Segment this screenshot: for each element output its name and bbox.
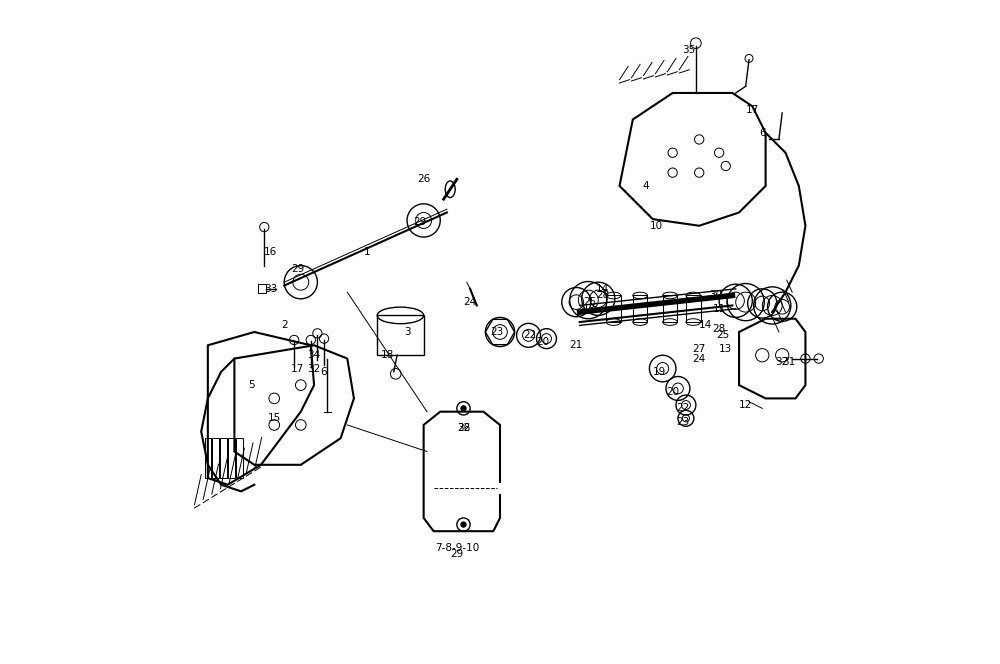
Text: 24: 24 [463, 297, 477, 307]
Text: 16: 16 [264, 247, 278, 258]
Circle shape [461, 522, 466, 527]
Text: 6: 6 [759, 127, 766, 138]
Text: 28: 28 [712, 323, 726, 334]
Text: 29: 29 [450, 549, 463, 560]
Text: 26: 26 [417, 174, 430, 185]
Text: 21: 21 [570, 340, 583, 351]
Text: 33: 33 [264, 284, 278, 294]
Text: 29: 29 [414, 217, 427, 228]
Text: 23: 23 [676, 416, 689, 427]
Text: 2: 2 [281, 320, 288, 331]
Text: 23: 23 [490, 327, 503, 337]
Bar [663, 295, 677, 322]
Bar [236, 438, 243, 478]
Bar [633, 295, 647, 322]
Text: 10: 10 [649, 220, 663, 231]
Bar [228, 438, 235, 478]
Text: 22: 22 [523, 330, 537, 341]
Text: 6: 6 [321, 367, 327, 377]
Text: 13: 13 [719, 343, 732, 354]
Text: 25: 25 [583, 297, 596, 307]
Text: 15: 15 [268, 413, 281, 424]
Text: 1: 1 [364, 247, 371, 258]
Text: 34: 34 [307, 350, 321, 361]
Text: 29: 29 [291, 264, 304, 274]
Bar [258, 284, 266, 293]
Text: 24: 24 [693, 353, 706, 364]
Text: 32: 32 [457, 423, 470, 434]
Bar [212, 438, 219, 478]
Circle shape [461, 406, 466, 411]
Text: 31: 31 [782, 357, 795, 367]
Text: 30: 30 [709, 290, 722, 301]
Text: 4: 4 [643, 181, 649, 191]
Text: 3: 3 [404, 327, 410, 337]
Text: 20: 20 [666, 386, 679, 397]
Bar [606, 295, 621, 322]
Bar [205, 438, 211, 478]
Text: 7-8-9-10: 7-8-9-10 [435, 542, 479, 553]
Text: 19: 19 [653, 367, 666, 377]
Text: 17: 17 [291, 363, 304, 374]
Text: 14: 14 [699, 320, 712, 331]
Text: 13: 13 [583, 303, 596, 314]
Text: 12: 12 [739, 400, 752, 410]
Text: 20: 20 [537, 337, 550, 347]
Text: 27: 27 [693, 343, 706, 354]
Text: 28: 28 [596, 290, 610, 301]
Bar [377, 315, 424, 355]
Text: 32: 32 [776, 357, 789, 367]
Bar [686, 295, 701, 322]
Text: 26: 26 [457, 423, 470, 434]
Text: 22: 22 [676, 403, 689, 414]
Text: 25: 25 [716, 330, 729, 341]
Text: 35: 35 [683, 44, 696, 55]
Bar [220, 438, 227, 478]
Text: 17: 17 [746, 104, 759, 115]
Text: 32: 32 [307, 363, 321, 374]
Text: 14: 14 [596, 284, 610, 294]
Text: 11: 11 [712, 303, 726, 314]
Text: 5: 5 [248, 380, 254, 390]
Text: 18: 18 [380, 350, 394, 361]
